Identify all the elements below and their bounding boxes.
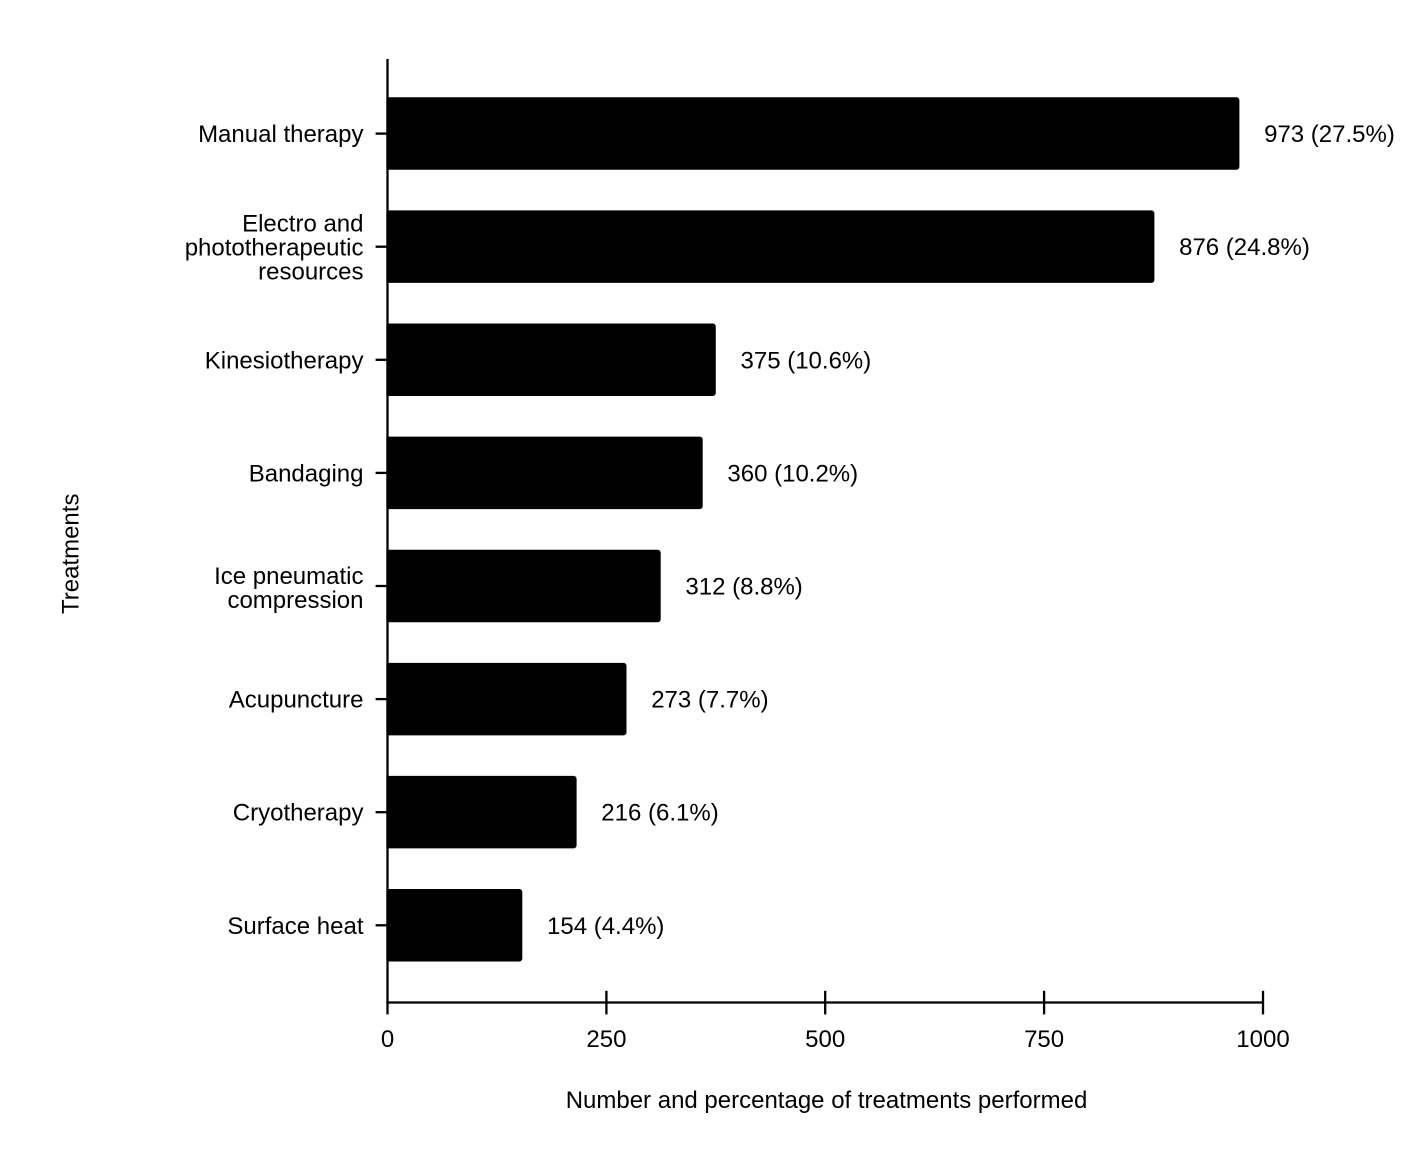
svg-text:1000: 1000	[1236, 1026, 1289, 1053]
svg-text:Manual therapy: Manual therapy	[198, 121, 363, 148]
svg-text:Kinesiotherapy: Kinesiotherapy	[205, 347, 364, 374]
svg-text:312 (8.8%): 312 (8.8%)	[685, 574, 802, 601]
svg-text:resources: resources	[258, 259, 363, 286]
svg-text:Surface heat: Surface heat	[227, 913, 363, 940]
svg-text:Number and percentage of treat: Number and percentage of treatments perf…	[566, 1087, 1088, 1114]
svg-text:375 (10.6%): 375 (10.6%)	[741, 347, 872, 374]
svg-text:750: 750	[1024, 1026, 1064, 1053]
svg-text:973 (27.5%): 973 (27.5%)	[1264, 121, 1395, 148]
svg-text:360 (10.2%): 360 (10.2%)	[727, 460, 858, 487]
svg-text:Electro and: Electro and	[242, 211, 363, 238]
svg-text:Cryotherapy: Cryotherapy	[233, 800, 364, 827]
svg-text:154 (4.4%): 154 (4.4%)	[547, 913, 664, 940]
svg-text:compression: compression	[227, 587, 363, 614]
svg-text:500: 500	[805, 1026, 845, 1053]
svg-text:Ice pneumatic: Ice pneumatic	[214, 563, 363, 590]
svg-text:Acupuncture: Acupuncture	[229, 687, 364, 714]
svg-text:273 (7.7%): 273 (7.7%)	[651, 687, 768, 714]
svg-text:216 (6.1%): 216 (6.1%)	[601, 800, 718, 827]
svg-text:Treatments: Treatments	[58, 494, 85, 614]
svg-text:250: 250	[586, 1026, 626, 1053]
svg-text:0: 0	[381, 1026, 394, 1053]
svg-text:phototherapeutic: phototherapeutic	[185, 235, 364, 262]
svg-text:Bandaging: Bandaging	[249, 460, 364, 487]
svg-text:876 (24.8%): 876 (24.8%)	[1179, 234, 1310, 261]
